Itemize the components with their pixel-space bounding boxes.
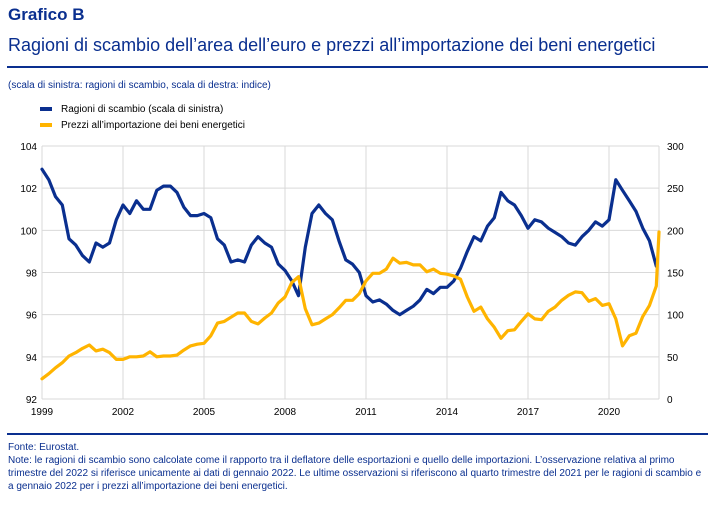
series-line-terms-of-trade xyxy=(40,167,658,317)
footer: Fonte: Eurostat. Note: le ragioni di sca… xyxy=(8,441,708,493)
x-tick-label: 2002 xyxy=(112,407,135,418)
legend-item-energy-import-prices: Prezzi all’importazione dei beni energet… xyxy=(40,117,245,133)
series-lines xyxy=(40,167,661,381)
y-tick-label: 96 xyxy=(26,311,38,322)
y2-tick-label: 0 xyxy=(667,395,673,406)
y-tick-label: 92 xyxy=(26,395,38,406)
footnote: Note: le ragioni di scambio sono calcola… xyxy=(8,455,702,492)
x-tick-label: 2008 xyxy=(274,407,297,418)
footer-divider xyxy=(7,433,708,435)
x-tick-label: 2020 xyxy=(598,407,621,418)
y-tick-label: 100 xyxy=(20,226,37,237)
y-tick-label: 94 xyxy=(26,353,38,364)
x-tick-label: 2014 xyxy=(436,407,459,418)
legend-item-terms-of-trade: Ragioni di scambio (scala di sinistra) xyxy=(40,101,245,117)
y2-tick-label: 50 xyxy=(667,353,679,364)
legend-swatch-terms-of-trade xyxy=(40,107,52,111)
y2-tick-label: 100 xyxy=(667,311,684,322)
title-divider xyxy=(7,66,708,68)
legend: Ragioni di scambio (scala di sinistra) P… xyxy=(40,101,245,133)
x-tick-label: 1999 xyxy=(31,407,54,418)
x-tick-label: 2005 xyxy=(193,407,216,418)
chart-title: Ragioni di scambio dell’area dell’euro e… xyxy=(8,35,656,55)
y-tick-label: 104 xyxy=(20,142,37,153)
legend-label-terms-of-trade: Ragioni di scambio (scala di sinistra) xyxy=(61,103,224,115)
chart-kicker: Grafico B xyxy=(8,5,85,24)
y2-tick-label: 300 xyxy=(667,142,684,153)
y2-tick-label: 200 xyxy=(667,226,684,237)
y-tick-label: 98 xyxy=(26,269,38,280)
source-note: Fonte: Eurostat. xyxy=(8,442,80,453)
series-line-energy-import-prices xyxy=(40,230,661,381)
grid xyxy=(41,145,660,400)
legend-label-energy-import-prices: Prezzi all’importazione dei beni energet… xyxy=(61,119,245,131)
line-chart: 92 94 96 98 100 102 104 0 50 100 150 200 250 300 199… xyxy=(20,142,684,418)
left-axis-labels: 92 94 96 98 100 102 104 xyxy=(20,142,37,406)
legend-swatch-energy-import-prices xyxy=(40,123,52,127)
x-tick-label: 2011 xyxy=(355,407,377,418)
chart-subtitle: (scala di sinistra: ragioni di scambio, … xyxy=(8,80,271,91)
right-axis-labels: 0 50 100 150 200 250 300 xyxy=(667,142,684,406)
x-axis-labels: 1999 2002 2005 2008 2011 2014 2017 2020 xyxy=(31,407,621,418)
x-tick-label: 2017 xyxy=(517,407,540,418)
y2-tick-label: 250 xyxy=(667,184,684,195)
y-tick-label: 102 xyxy=(20,184,37,195)
y2-tick-label: 150 xyxy=(667,269,684,280)
